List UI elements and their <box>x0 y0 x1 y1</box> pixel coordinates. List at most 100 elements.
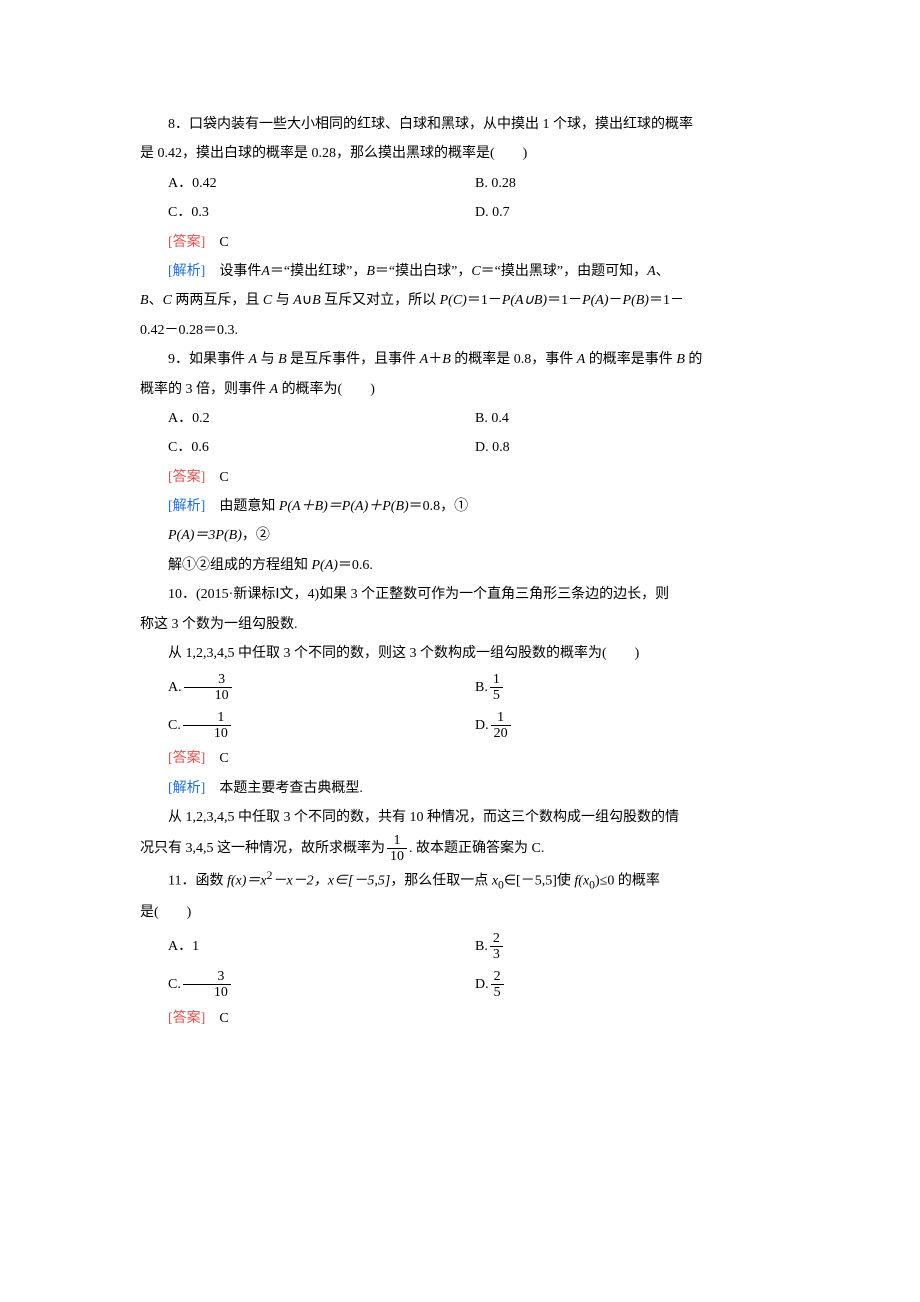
num: 2 <box>490 931 503 946</box>
t: A <box>261 264 270 279</box>
t: 况只有 3,4,5 这一种情况，故所求概率为 <box>140 841 385 856</box>
answer-label: [答案] <box>168 235 205 250</box>
q9-analysis-line1: [解析] 由题意知 P(A＋B)＝P(A)＋P(B)＝0.8，① <box>140 492 810 521</box>
t: 与 <box>272 293 293 308</box>
q10-answer: [答案] C <box>140 744 810 773</box>
q10-stem-line3: 从 1,2,3,4,5 中任取 3 个不同的数，则这 3 个数构成一组勾股数的概… <box>140 639 810 668</box>
fraction: 310 <box>183 969 231 1001</box>
t: C <box>163 293 172 308</box>
t: 本题主要考查古典概型. <box>219 781 363 796</box>
analysis-label: [解析] <box>168 499 205 514</box>
q9-stem-line1: 9．如果事件 A 与 B 是互斥事件，且事件 A＋B 的概率是 0.8，事件 A… <box>140 345 810 374</box>
t: － <box>609 293 623 308</box>
q8-optB: B. 0.28 <box>475 169 810 198</box>
t: C <box>471 264 480 279</box>
t: C. <box>168 977 181 992</box>
fraction: 25 <box>491 969 504 1001</box>
q9-optD: D. 0.8 <box>475 433 810 462</box>
t: ∪ <box>302 293 312 308</box>
t: D. <box>475 977 489 992</box>
t: B <box>442 352 451 367</box>
fraction: 23 <box>490 931 503 963</box>
q10-optD: D.120 <box>475 710 810 742</box>
q10-answer-letter: C <box>219 751 228 766</box>
t: P(A＋B)＝P(A)＋P(B) <box>279 499 409 514</box>
q11-optC: C.310 <box>140 969 475 1001</box>
t: 与 <box>257 352 278 367</box>
q10-options-row1: A.310 B.15 <box>140 668 810 706</box>
q9-optC: C．0.6 <box>140 433 475 462</box>
t: 的概率是 0.8，事件 <box>451 352 577 367</box>
num: 3 <box>183 969 231 984</box>
den: 5 <box>491 984 504 1000</box>
t: f(x <box>574 874 589 889</box>
t: 、 <box>149 293 163 308</box>
analysis-label: [解析] <box>168 781 205 796</box>
t: A <box>270 382 279 397</box>
t: 的概率为( ) <box>278 382 375 397</box>
t: 的 <box>685 352 703 367</box>
t: 解①②组成的方程组知 <box>168 558 312 573</box>
q11-stem-line2: 是( ) <box>140 898 810 927</box>
q10-analysis-line1: [解析] 本题主要考查古典概型. <box>140 774 810 803</box>
num: 2 <box>491 969 504 984</box>
q8-analysis-line1: [解析] 设事件A＝“摸出红球”，B＝“摸出白球”，C＝“摸出黑球”，由题可知，… <box>140 257 810 286</box>
q8-analysis-line2: B、C 两两互斥，且 C 与 A∪B 互斥又对立，所以 P(C)＝1－P(A∪B… <box>140 286 810 315</box>
q10-options-row2: C.110 D.120 <box>140 706 810 744</box>
t: C. <box>168 718 181 733</box>
t: B <box>676 352 685 367</box>
fraction: 120 <box>491 710 511 742</box>
t: P(A)＝3P(B) <box>168 528 242 543</box>
t: ＝1－ <box>547 293 582 308</box>
analysis-label: [解析] <box>168 264 205 279</box>
num: 1 <box>387 833 407 848</box>
t: ，那么任取一点 <box>390 874 492 889</box>
t: ＋ <box>428 352 442 367</box>
t: 概率的 3 倍，则事件 <box>140 382 270 397</box>
q11-answer: [答案] C <box>140 1004 810 1033</box>
q11-stem-line1: 11．函数 f(x)＝x2－x－2，x∈[－5,5]，那么任取一点 x0∈[－5… <box>140 864 810 898</box>
t: ＝1－ <box>467 293 502 308</box>
q10-analysis-line2: 从 1,2,3,4,5 中任取 3 个不同的数，共有 10 种情况，而这三个数构… <box>140 803 810 832</box>
t: ＝1－ <box>649 293 684 308</box>
q9-answer: [答案] C <box>140 463 810 492</box>
answer-label: [答案] <box>168 1011 205 1026</box>
q9-answer-letter: C <box>219 470 228 485</box>
t: －x－2， <box>272 874 327 889</box>
q9-options-row1: A．0.2 B. 0.4 <box>140 404 810 433</box>
q10-optA: A.310 <box>140 672 475 704</box>
den: 5 <box>490 687 503 703</box>
q8-answer-letter: C <box>219 235 228 250</box>
t: 的概率是事件 <box>585 352 676 367</box>
num: 1 <box>491 710 511 725</box>
t: )≤0 的概率 <box>595 874 660 889</box>
t: 、 <box>656 264 670 279</box>
den: 10 <box>183 984 231 1000</box>
q9-options-row2: C．0.6 D. 0.8 <box>140 433 810 462</box>
den: 10 <box>387 848 407 864</box>
t: x∈[－5,5] <box>328 874 391 889</box>
q10-optB: B.15 <box>475 672 810 704</box>
t: 设事件 <box>219 264 261 279</box>
q8-options-row1: A．0.42 B. 0.28 <box>140 169 810 198</box>
fraction: 110 <box>183 710 231 742</box>
t: P(B) <box>623 293 649 308</box>
t: 由题意知 <box>219 499 279 514</box>
q11-options-row2: C.310 D.25 <box>140 966 810 1004</box>
num: 3 <box>184 672 232 687</box>
q11-optB: B.23 <box>475 931 810 963</box>
t: D. <box>475 718 489 733</box>
q11-optD: D.25 <box>475 969 810 1001</box>
q9-analysis-line2: P(A)＝3P(B)，② <box>140 521 810 550</box>
t: P(A) <box>312 558 338 573</box>
t: C <box>263 293 272 308</box>
t: ，② <box>242 528 270 543</box>
t: 两两互斥，且 <box>172 293 263 308</box>
t: B <box>278 352 287 367</box>
t: ∈[－5,5]使 <box>504 874 575 889</box>
t: A <box>293 293 302 308</box>
q9-optA: A．0.2 <box>140 404 475 433</box>
q9-analysis-line3: 解①②组成的方程组知 P(A)＝0.6. <box>140 551 810 580</box>
q11-optA: A．1 <box>140 932 475 961</box>
q8-answer: [答案] C <box>140 228 810 257</box>
